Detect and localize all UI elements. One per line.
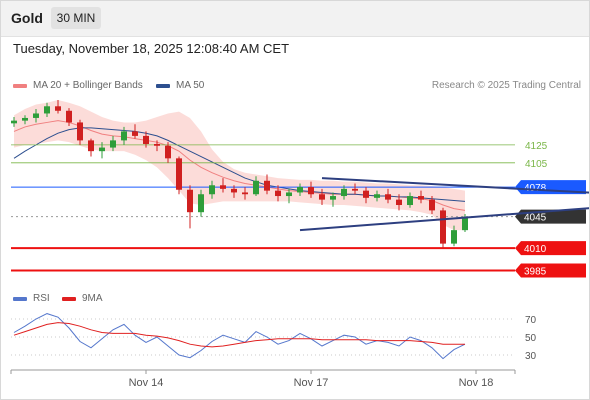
trendline-2 <box>299 207 590 232</box>
rsi-tick-70: 70 <box>525 315 537 326</box>
candle-body <box>242 192 248 195</box>
candle-body <box>330 196 336 200</box>
level-label-4010: 4010 <box>524 244 547 255</box>
candle-body <box>154 143 160 146</box>
candle-body <box>253 180 259 195</box>
candle-body <box>165 145 171 159</box>
rsi-swatch <box>13 296 27 301</box>
ma20-swatch <box>13 83 27 88</box>
candle-body <box>440 210 446 244</box>
rsi-series-rsi <box>13 313 466 360</box>
candle-body <box>209 185 215 195</box>
x-tick-label: Nov 14 <box>129 377 164 389</box>
x-tick-label: Nov 17 <box>294 377 329 389</box>
candle-body <box>407 196 413 206</box>
level-label-4125: 4125 <box>525 141 548 152</box>
header-bar: Gold 30 MIN <box>0 0 590 37</box>
candle-body <box>143 135 149 144</box>
legend-ma20: MA 20 + Bollinger Bands <box>13 80 143 91</box>
level-label-4105: 4105 <box>525 159 548 170</box>
candle-body <box>22 117 28 121</box>
candle-body <box>77 122 83 141</box>
candle-body <box>198 194 204 213</box>
9ma-swatch <box>62 296 76 301</box>
level-label-3985: 3985 <box>524 267 547 278</box>
legend-ma50: MA 50 <box>156 80 204 91</box>
symbol-title: Gold <box>11 10 43 26</box>
candle-body <box>99 147 105 152</box>
candle-body <box>33 113 39 118</box>
candle-body <box>286 192 292 197</box>
rsi-label: RSI <box>33 293 50 304</box>
bollinger-band <box>14 100 465 231</box>
candle-body <box>352 188 358 191</box>
rsi-tick-30: 30 <box>525 351 537 362</box>
candle-body <box>11 120 17 124</box>
candle-body <box>429 199 435 211</box>
legend-rsi: RSI <box>13 293 50 304</box>
candle-body <box>363 190 369 198</box>
level-tag-4010 <box>515 241 586 256</box>
candle-body <box>132 131 138 136</box>
9ma-label: 9MA <box>82 293 103 304</box>
credit-text: Research © 2025 Trading Central <box>431 80 581 91</box>
trendline-1 <box>321 177 590 194</box>
candle-body <box>55 106 61 111</box>
rsi-series-9ma <box>13 322 465 348</box>
candle-body <box>110 140 116 148</box>
candle-body <box>44 106 50 114</box>
timeframe-button[interactable]: 30 MIN <box>51 7 101 29</box>
candle-body <box>396 199 402 206</box>
candle-body <box>341 188 347 197</box>
candle-body <box>462 216 468 231</box>
candle-body <box>275 190 281 197</box>
candle-body <box>66 110 72 123</box>
candle-body <box>308 187 314 195</box>
timestamp: Tuesday, November 18, 2025 12:08:40 AM C… <box>13 41 290 56</box>
candle-body <box>297 187 303 193</box>
x-tick-label: Nov 18 <box>459 377 494 389</box>
candle-body <box>264 180 270 191</box>
ma50-swatch <box>156 83 170 88</box>
candle-body <box>121 131 127 141</box>
candle-body <box>231 188 237 193</box>
ma20-label: MA 20 + Bollinger Bands <box>33 80 143 91</box>
candle-body <box>88 140 94 152</box>
candle-body <box>187 189 193 213</box>
candle-body <box>418 196 424 200</box>
candle-body <box>176 158 182 190</box>
level-label-4045: 4045 <box>524 213 547 224</box>
level-label-4078: 4078 <box>524 183 547 194</box>
candle-body <box>374 194 380 198</box>
level-tag-3985 <box>515 263 586 278</box>
ma50-label: MA 50 <box>176 80 205 91</box>
legend-9ma: 9MA <box>62 293 103 304</box>
candle-body <box>319 194 325 200</box>
rsi-tick-50: 50 <box>525 333 537 344</box>
candle-body <box>220 185 226 189</box>
candle-body <box>385 194 391 200</box>
candle-body <box>451 230 457 244</box>
